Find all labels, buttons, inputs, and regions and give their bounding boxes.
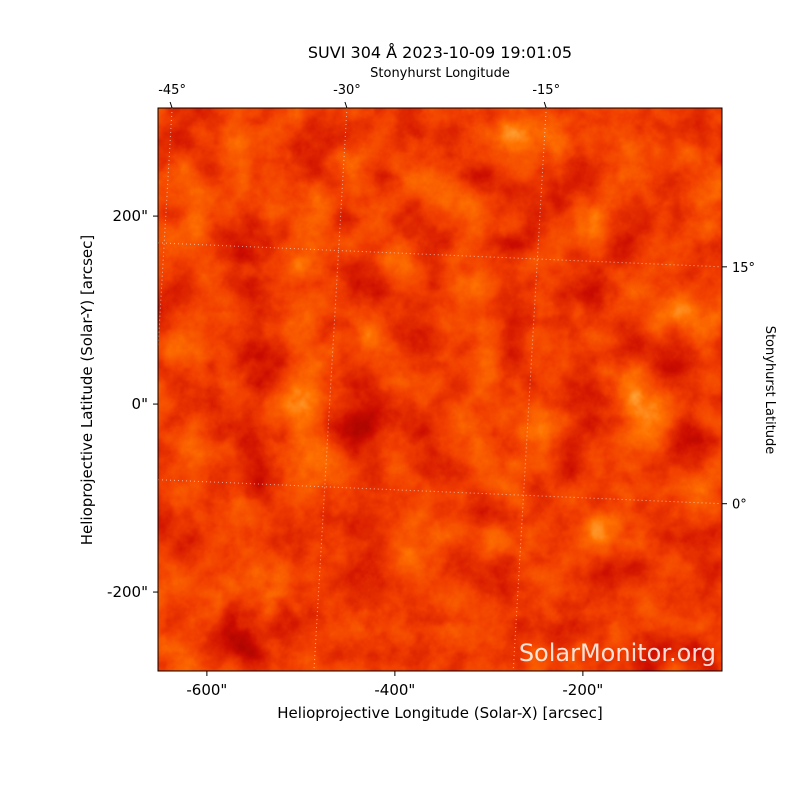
top-tick	[344, 101, 348, 109]
plot-frame	[157, 107, 723, 672]
right-tick-label: 15°	[732, 261, 755, 276]
x-axis-label: Helioprojective Longitude (Solar-X) [arc…	[277, 704, 602, 722]
top-tick-label: -45°	[158, 83, 186, 98]
y-tick-label: 0"	[132, 395, 148, 413]
right-axis-label: Stonyhurst Latitude	[762, 326, 777, 455]
top-axis-label: Stonyhurst Longitude	[370, 66, 510, 81]
x-tick-label: -600"	[186, 681, 227, 699]
top-tick	[169, 101, 173, 109]
x-tick-label: -400"	[374, 681, 415, 699]
y-axis-label: Helioprojective Latitude (Solar-Y) [arcs…	[78, 235, 96, 545]
x-tick-label: -200"	[562, 681, 603, 699]
chart-title: SUVI 304 Å 2023-10-09 19:01:05	[308, 43, 572, 62]
top-tick	[543, 101, 547, 109]
top-tick-label: -30°	[333, 83, 361, 98]
top-tick-label: -15°	[532, 83, 560, 98]
right-tick-label: 0°	[732, 498, 747, 513]
watermark: SolarMonitor.org	[519, 639, 716, 667]
y-tick-label: -200"	[107, 583, 148, 601]
y-tick-label: 200"	[112, 207, 148, 225]
solar-image	[158, 108, 722, 671]
